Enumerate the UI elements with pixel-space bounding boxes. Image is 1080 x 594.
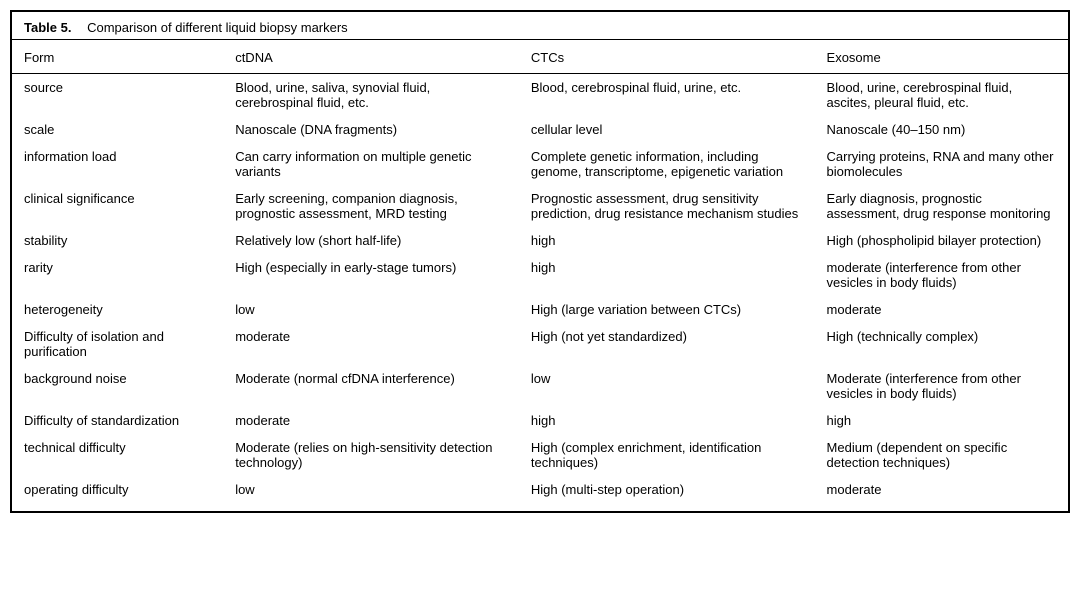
cell-exo: moderate (interference from other vesicl… xyxy=(815,254,1068,296)
cell-ctcs: High (large variation between CTCs) xyxy=(519,296,815,323)
cell-exo: moderate xyxy=(815,476,1068,511)
table-row: sourceBlood, urine, saliva, synovial flu… xyxy=(12,74,1068,117)
col-ctcs: CTCs xyxy=(519,40,815,74)
cell-ctcs: high xyxy=(519,254,815,296)
cell-form: Difficulty of standardization xyxy=(12,407,223,434)
cell-ctdna: Nanoscale (DNA fragments) xyxy=(223,116,519,143)
table-row: Difficulty of standardizationmoderatehig… xyxy=(12,407,1068,434)
cell-exo: moderate xyxy=(815,296,1068,323)
cell-ctcs: High (multi-step operation) xyxy=(519,476,815,511)
table-header-row: Form ctDNA CTCs Exosome xyxy=(12,40,1068,74)
cell-form: background noise xyxy=(12,365,223,407)
table-row: background noiseModerate (normal cfDNA i… xyxy=(12,365,1068,407)
cell-ctcs: Blood, cerebrospinal fluid, urine, etc. xyxy=(519,74,815,117)
col-form: Form xyxy=(12,40,223,74)
cell-ctcs: Prognostic assessment, drug sensitivity … xyxy=(519,185,815,227)
table-body: sourceBlood, urine, saliva, synovial flu… xyxy=(12,74,1068,512)
table-row: information loadCan carry information on… xyxy=(12,143,1068,185)
cell-exo: Medium (dependent on specific detection … xyxy=(815,434,1068,476)
table-container: Table 5. Comparison of different liquid … xyxy=(10,10,1070,513)
cell-ctdna: moderate xyxy=(223,407,519,434)
cell-exo: High (technically complex) xyxy=(815,323,1068,365)
cell-ctdna: Relatively low (short half-life) xyxy=(223,227,519,254)
cell-exo: Carrying proteins, RNA and many other bi… xyxy=(815,143,1068,185)
cell-ctdna: low xyxy=(223,296,519,323)
cell-form: clinical significance xyxy=(12,185,223,227)
table-row: operating difficultylowHigh (multi-step … xyxy=(12,476,1068,511)
cell-ctdna: Can carry information on multiple geneti… xyxy=(223,143,519,185)
cell-ctdna: Early screening, companion diagnosis, pr… xyxy=(223,185,519,227)
cell-ctcs: low xyxy=(519,365,815,407)
table-row: technical difficultyModerate (relies on … xyxy=(12,434,1068,476)
table-row: rarityHigh (especially in early-stage tu… xyxy=(12,254,1068,296)
cell-exo: Nanoscale (40–150 nm) xyxy=(815,116,1068,143)
cell-form: rarity xyxy=(12,254,223,296)
col-exo: Exosome xyxy=(815,40,1068,74)
cell-ctdna: Moderate (normal cfDNA interference) xyxy=(223,365,519,407)
cell-exo: high xyxy=(815,407,1068,434)
biopsy-table: Form ctDNA CTCs Exosome sourceBlood, uri… xyxy=(12,40,1068,511)
cell-ctdna: Moderate (relies on high-sensitivity det… xyxy=(223,434,519,476)
cell-form: information load xyxy=(12,143,223,185)
table-title-row: Table 5. Comparison of different liquid … xyxy=(12,12,1068,40)
cell-form: heterogeneity xyxy=(12,296,223,323)
col-ctdna: ctDNA xyxy=(223,40,519,74)
cell-form: source xyxy=(12,74,223,117)
cell-form: stability xyxy=(12,227,223,254)
cell-ctcs: High (not yet standardized) xyxy=(519,323,815,365)
cell-ctdna: High (especially in early-stage tumors) xyxy=(223,254,519,296)
cell-ctdna: moderate xyxy=(223,323,519,365)
table-row: scaleNanoscale (DNA fragments)cellular l… xyxy=(12,116,1068,143)
cell-ctcs: High (complex enrichment, identification… xyxy=(519,434,815,476)
cell-exo: Blood, urine, cerebrospinal fluid, ascit… xyxy=(815,74,1068,117)
cell-ctdna: low xyxy=(223,476,519,511)
cell-form: scale xyxy=(12,116,223,143)
table-row: Difficulty of isolation and purification… xyxy=(12,323,1068,365)
cell-ctcs: high xyxy=(519,407,815,434)
cell-exo: Early diagnosis, prognostic assessment, … xyxy=(815,185,1068,227)
cell-form: operating difficulty xyxy=(12,476,223,511)
cell-exo: Moderate (interference from other vesicl… xyxy=(815,365,1068,407)
cell-ctcs: high xyxy=(519,227,815,254)
table-caption: Comparison of different liquid biopsy ma… xyxy=(87,20,348,35)
table-row: heterogeneitylowHigh (large variation be… xyxy=(12,296,1068,323)
cell-exo: High (phospholipid bilayer protection) xyxy=(815,227,1068,254)
table-row: stabilityRelatively low (short half-life… xyxy=(12,227,1068,254)
cell-ctcs: Complete genetic information, including … xyxy=(519,143,815,185)
cell-form: technical difficulty xyxy=(12,434,223,476)
cell-ctcs: cellular level xyxy=(519,116,815,143)
cell-ctdna: Blood, urine, saliva, synovial fluid, ce… xyxy=(223,74,519,117)
table-row: clinical significanceEarly screening, co… xyxy=(12,185,1068,227)
table-number: Table 5. xyxy=(24,20,71,35)
cell-form: Difficulty of isolation and purification xyxy=(12,323,223,365)
